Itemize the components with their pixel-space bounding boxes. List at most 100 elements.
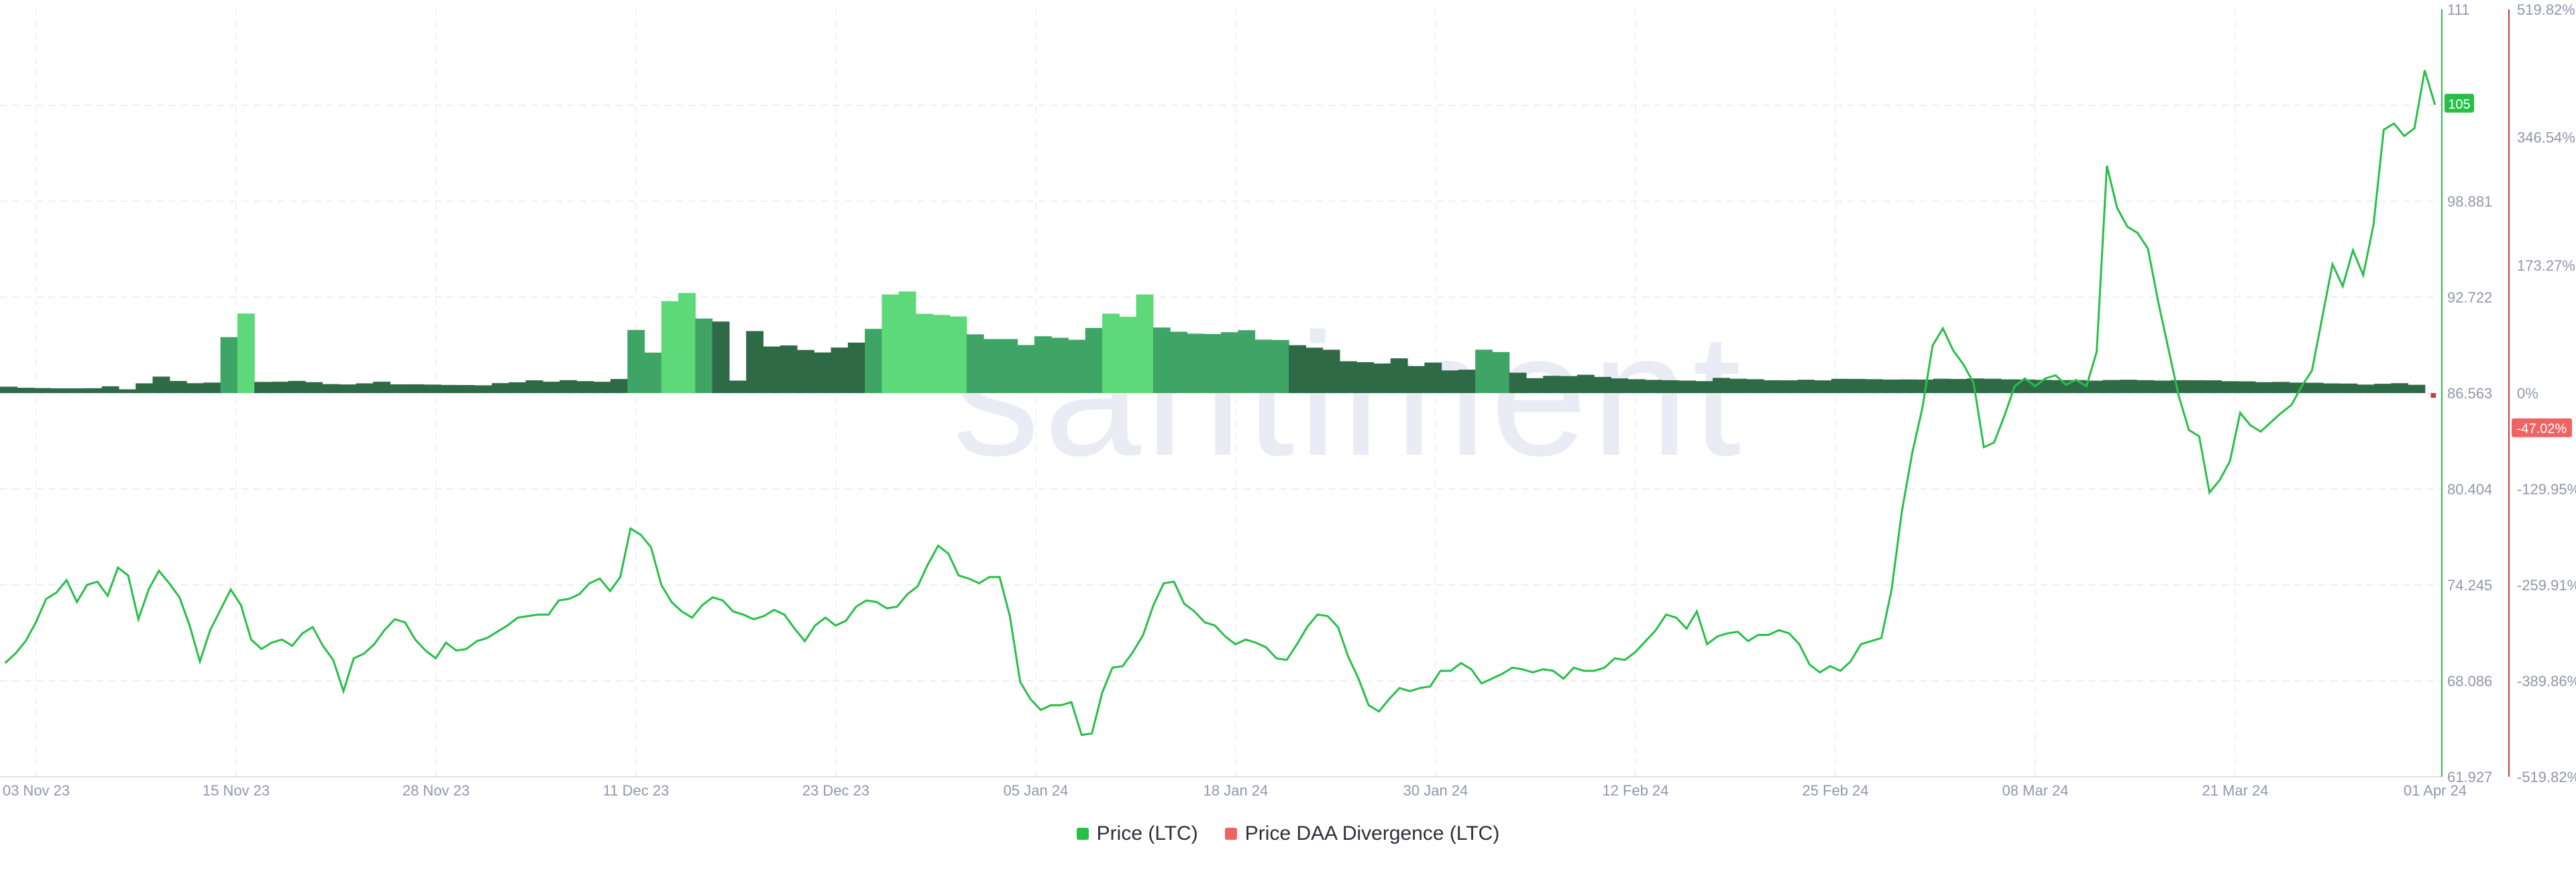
divergence-bar: [1695, 381, 1713, 393]
divergence-bar: [1662, 380, 1680, 393]
price-tick-label: 86.563: [2447, 385, 2492, 402]
divergence-bar: [712, 321, 730, 393]
divergence-bar: [101, 386, 119, 393]
divergence-bar: [1373, 363, 1391, 393]
tick-labels: 111 105 98.881 92.722 86.563 80.404 74.245 68.0…: [3, 1, 2576, 799]
divergence-bar: [17, 388, 35, 393]
divergence-bar: [1441, 370, 1459, 393]
legend-swatch-divergence: [1224, 828, 1237, 840]
divergence-bar: [1424, 362, 1442, 393]
x-tick-label: 23 Dec 23: [802, 782, 869, 799]
divergence-bar: [576, 381, 594, 393]
divergence-bar: [458, 385, 476, 393]
divergence-bar: [1933, 378, 1951, 393]
legend-label-divergence: Price DAA Divergence (LTC): [1244, 822, 1500, 844]
divergence-bar: [525, 380, 543, 393]
price-tick-label: 74.245: [2447, 577, 2492, 594]
divergence-bar: [2221, 381, 2239, 393]
x-tick-label: 30 Jan 24: [1403, 782, 1468, 799]
divergence-bar: [169, 380, 187, 393]
divergence-bar: [695, 318, 713, 393]
divergence-bar: [1068, 339, 1086, 393]
divergence-bar: [644, 352, 662, 393]
divergence-bar: [2153, 380, 2171, 393]
divergence-bar: [1119, 317, 1137, 393]
divergence-tick-label: -129.95%: [2517, 481, 2576, 498]
divergence-bar: [1152, 327, 1171, 393]
divergence-bar: [492, 383, 509, 393]
divergence-bar: [1611, 378, 1629, 393]
divergence-bar: [1882, 379, 1900, 393]
divergence-bar: [2306, 382, 2324, 393]
price-badge-text: 105: [2448, 97, 2470, 112]
divergence-bar: [610, 378, 628, 393]
divergence-bar: [288, 380, 306, 393]
divergence-bar: [203, 382, 221, 393]
divergence-bar: [542, 382, 560, 393]
santiment-watermark: santiment: [953, 298, 1746, 492]
divergence-bar: [2187, 380, 2205, 393]
divergence-bar: [1899, 379, 1917, 393]
divergence-bar: [1322, 349, 1340, 393]
divergence-bar: [1678, 380, 1697, 393]
divergence-tick-label: 346.54%: [2517, 129, 2575, 146]
divergence-bar: [983, 339, 1001, 393]
divergence-tick-label: -259.91%: [2517, 577, 2576, 594]
divergence-bar: [2408, 384, 2426, 393]
divergence-bar: [186, 383, 204, 393]
divergence-bar: [1627, 379, 1646, 393]
divergence-bar: [1000, 339, 1018, 393]
divergence-bar: [2137, 380, 2154, 393]
divergence-bar: [1984, 378, 2002, 393]
divergence-bar: [1576, 374, 1595, 393]
x-tick-label: 25 Feb 24: [1802, 782, 1868, 799]
divergence-bar: [390, 384, 408, 393]
divergence-bar: [2272, 382, 2290, 393]
divergence-bar: [2255, 382, 2273, 393]
divergence-bar: [1967, 378, 1985, 393]
divergence-bar: [508, 382, 527, 393]
x-tick-label: 21 Mar 24: [2202, 782, 2268, 799]
divergence-bar: [2238, 381, 2256, 393]
divergence-tick-label: -519.82%: [2517, 769, 2576, 785]
x-tick-label: 03 Nov 23: [3, 782, 70, 799]
divergence-bar: [1475, 349, 1493, 393]
divergence-bar: [2119, 380, 2137, 393]
divergence-bar: [2391, 383, 2409, 393]
divergence-bar: [1644, 380, 1662, 393]
divergence-bar: [50, 388, 68, 393]
divergence-bar: [0, 386, 17, 393]
x-tick-label: 28 Nov 23: [402, 782, 470, 799]
divergence-bar: [1560, 376, 1578, 393]
divergence-bar: [305, 382, 323, 393]
divergence-bar: [1746, 379, 1764, 393]
divergence-bar: [865, 329, 883, 393]
divergence-bar: [1102, 313, 1120, 393]
divergence-bar: [916, 313, 933, 393]
legend-item-divergence[interactable]: Price DAA Divergence (LTC): [1224, 822, 1500, 845]
divergence-bar: [1949, 378, 1968, 393]
divergence-bar: [881, 294, 900, 393]
divergence-bar: [593, 382, 611, 393]
divergence-bar: [1797, 380, 1815, 393]
divergence-bar: [1763, 380, 1781, 393]
divergence-bar: [830, 347, 849, 393]
divergence-bar: [1254, 339, 1273, 393]
divergence-bar: [1526, 378, 1544, 393]
divergence-bar: [2035, 380, 2053, 393]
price-badge: [2445, 93, 2474, 113]
divergence-bar: [1187, 333, 1205, 393]
divergence-bar: [2170, 380, 2188, 393]
divergence-bar: [1339, 361, 1357, 393]
divergence-bar: [1492, 351, 1510, 393]
legend: Price (LTC) Price DAA Divergence (LTC): [0, 822, 2576, 845]
divergence-bar: [949, 316, 967, 393]
divergence-tick-label: 0%: [2517, 385, 2538, 402]
divergence-bar: [847, 342, 865, 393]
divergence-bar: [2102, 380, 2121, 393]
divergence-bar: [1221, 332, 1238, 393]
legend-item-price[interactable]: Price (LTC): [1076, 822, 1198, 845]
price-tick-label: 98.881: [2447, 193, 2492, 210]
divergence-bar: [1203, 333, 1222, 393]
